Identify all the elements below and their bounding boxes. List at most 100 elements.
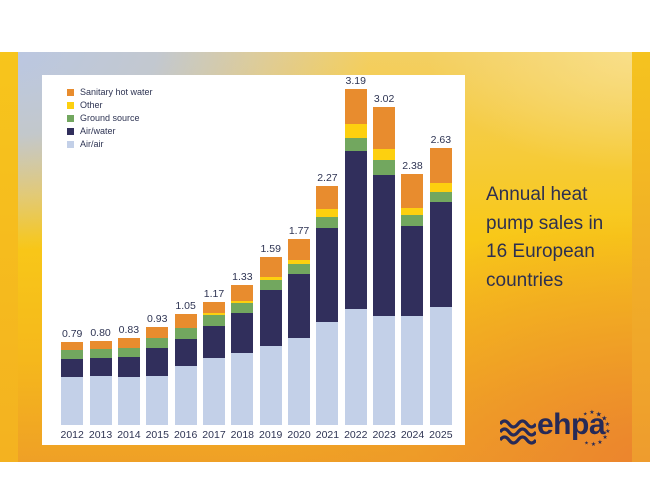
- bar-segment-sanitary-hot-water: [429, 147, 452, 183]
- bar-segment-air-air: [373, 316, 396, 425]
- bar-column-2016: 1.05: [171, 75, 199, 425]
- bar-segment-other: [288, 259, 311, 264]
- left-frame-strip: [0, 52, 18, 462]
- bar-segment-sanitary-hot-water: [89, 340, 112, 350]
- right-frame-strip: [632, 52, 650, 462]
- title-line: 16 European: [486, 241, 595, 262]
- bar-segment-air-water: [259, 290, 282, 346]
- year-label: 2020: [287, 429, 311, 441]
- bar-segment-ground-source: [344, 138, 367, 152]
- bar-segment-sanitary-hot-water: [117, 337, 140, 349]
- year-label: 2019: [259, 429, 283, 441]
- year-label: 2018: [230, 429, 255, 441]
- bar-segment-ground-source: [259, 279, 282, 291]
- star-icon: ★: [604, 421, 611, 428]
- bar-segment-ground-source: [61, 350, 84, 359]
- bar-segment-sanitary-hot-water: [259, 257, 282, 278]
- legend-label: Ground source: [80, 113, 140, 123]
- page-title: Annual heat pump sales in 16 European co…: [486, 181, 636, 295]
- bar-segment-sanitary-hot-water: [61, 341, 84, 351]
- bar-segment-sanitary-hot-water: [401, 174, 424, 208]
- bar-segment-air-water: [89, 357, 112, 376]
- legend-item-ground-source: Ground source: [67, 114, 153, 123]
- bar-total-label: 1.59: [260, 243, 281, 256]
- title-line: Annual heat: [486, 184, 588, 205]
- year-label: 2016: [173, 429, 198, 441]
- legend-label: Other: [80, 100, 103, 110]
- bar-segment-other: [316, 209, 339, 218]
- legend-label: Air/air: [80, 139, 104, 149]
- star-icon: ★: [597, 439, 603, 446]
- bar-segment-sanitary-hot-water: [174, 314, 197, 329]
- legend-swatch-air-air: [67, 141, 74, 148]
- bar-segment-ground-source: [429, 192, 452, 202]
- bar-segment-air-water: [61, 358, 84, 377]
- bar-segment-ground-source: [117, 348, 140, 357]
- bar-segment-sanitary-hot-water: [373, 106, 396, 149]
- bar-segment-air-air: [202, 357, 225, 425]
- bar-segment-ground-source: [174, 328, 197, 339]
- bar-segment-air-air: [344, 309, 367, 425]
- bar-segment-air-air: [316, 321, 339, 425]
- bar-total-label: 0.79: [61, 327, 83, 340]
- bar-column-2012: 0.79: [58, 75, 86, 425]
- star-icon: ★: [589, 410, 595, 416]
- bar-column-2014: 0.83: [115, 75, 143, 425]
- bar-segment-air-air: [89, 375, 112, 425]
- bar-segment-air-air: [259, 345, 282, 425]
- bar-segment-air-water: [401, 225, 424, 317]
- bar-segment-other: [429, 182, 452, 193]
- bar-total-label: 3.19: [345, 74, 366, 87]
- bar-total-label: 0.93: [147, 313, 168, 326]
- bar-segment-sanitary-hot-water: [316, 185, 339, 210]
- legend-swatch-air-water: [67, 128, 74, 135]
- bar-column-2021: 2.27: [313, 75, 341, 425]
- bar-total-label: 1.33: [232, 270, 253, 283]
- bar-column-2022: 3.19: [342, 75, 370, 425]
- bar-segment-air-air: [61, 376, 84, 425]
- bar-total-label: 3.02: [373, 92, 395, 105]
- bar-segment-sanitary-hot-water: [146, 327, 169, 338]
- star-icon: ★: [584, 440, 589, 447]
- bar-column-2023: 3.02: [370, 75, 398, 425]
- chart-panel: Sanitary hot water Other Ground source Air/…: [42, 75, 465, 445]
- year-label: 2023: [372, 429, 396, 441]
- years-row: 2012 2013 2014 2015 2016 2017 2018 2019 2020 2021…: [58, 429, 455, 441]
- bar-segment-air-air: [429, 307, 452, 425]
- bar-segment-air-water: [202, 325, 225, 358]
- year-label: 2022: [344, 429, 368, 441]
- year-label: 2015: [145, 429, 169, 441]
- year-label: 2017: [202, 429, 226, 441]
- bar-total-label: 2.38: [402, 160, 423, 173]
- bar-segment-ground-source: [231, 302, 254, 314]
- bar-segment-air-water: [117, 356, 140, 377]
- bar-segment-air-water: [146, 348, 169, 376]
- bar-segment-air-air: [146, 375, 169, 425]
- bar-segment-other: [344, 123, 367, 139]
- bar-total-label: 2.27: [317, 171, 338, 184]
- waves-icon: [500, 419, 536, 445]
- title-line: countries: [486, 269, 564, 291]
- bar-segment-ground-source: [373, 160, 396, 176]
- bars-row: 0.79 0.80 0.83 0.93 1.05 1.17 1.33 1.59 1.77 2.27…: [58, 75, 455, 425]
- bar-segment-air-water: [174, 338, 197, 366]
- legend-item-sanitary-hot-water: Sanitary hot water: [67, 88, 153, 97]
- legend-item-other: Other: [67, 101, 153, 110]
- ehpa-logo: ehpa ★ ★ ★ ★ ★ ★ ★ ★ ★ ★ ★: [500, 406, 650, 460]
- bar-column-2017: 1.17: [200, 75, 228, 425]
- bar-segment-ground-source: [316, 217, 339, 228]
- bar-segment-sanitary-hot-water: [344, 88, 367, 124]
- year-label: 2012: [60, 429, 84, 441]
- bar-column-2013: 0.80: [86, 75, 114, 425]
- bar-segment-air-air: [231, 353, 254, 425]
- bar-total-label: 0.80: [90, 326, 111, 339]
- legend-swatch-sanitary-hot-water: [67, 89, 74, 96]
- bar-segment-ground-source: [401, 215, 424, 226]
- bar-segment-sanitary-hot-water: [231, 284, 254, 301]
- bar-total-label: 1.77: [288, 224, 310, 237]
- bar-segment-air-water: [429, 201, 452, 307]
- bar-segment-air-air: [174, 366, 197, 425]
- bar-column-2020: 1.77: [285, 75, 313, 425]
- bar-total-label: 2.63: [430, 133, 452, 146]
